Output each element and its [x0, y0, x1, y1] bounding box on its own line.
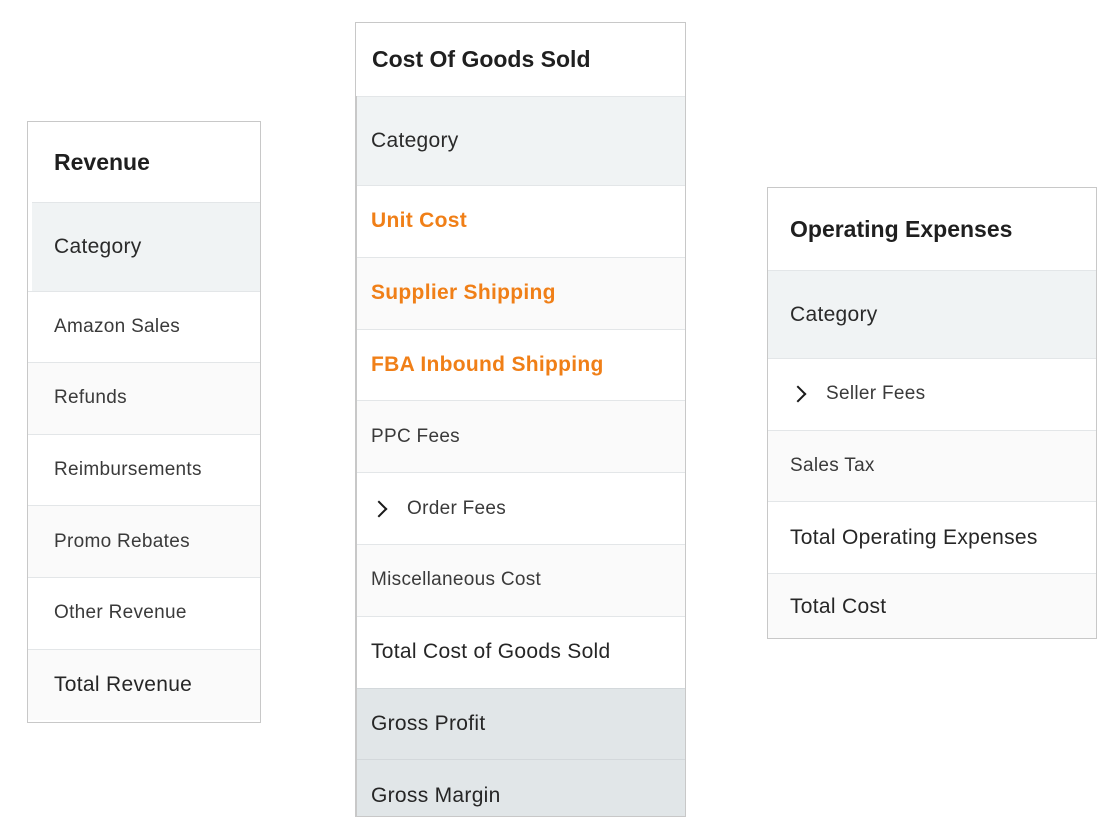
opex-row-sales-tax[interactable]: Sales Tax: [768, 429, 1096, 502]
revenue-row-refunds[interactable]: Refunds: [28, 362, 260, 434]
chevron-right-icon[interactable]: [789, 385, 807, 403]
cogs-row-ppc-fees[interactable]: PPC Fees: [355, 400, 685, 473]
cogs-row-total: Total Cost of Goods Sold: [355, 615, 685, 688]
revenue-row-total: Total Revenue: [28, 648, 260, 721]
cogs-row-unit-cost[interactable]: Unit Cost: [355, 185, 685, 257]
opex-row-total-cost: Total Cost: [768, 573, 1096, 638]
revenue-row-amazon-sales[interactable]: Amazon Sales: [28, 291, 260, 362]
cogs-row-order-fees-label: Order Fees: [407, 497, 507, 519]
cogs-row-supplier-shipping[interactable]: Supplier Shipping: [355, 256, 685, 329]
cogs-row-fba-inbound-shipping[interactable]: FBA Inbound Shipping: [355, 328, 685, 401]
cogs-row-miscellaneous-cost[interactable]: Miscellaneous Cost: [355, 543, 685, 616]
cogs-row-order-fees[interactable]: Order Fees: [355, 472, 685, 544]
cogs-row-gross-margin: Gross Margin: [355, 759, 685, 816]
cogs-category-header: Category: [355, 96, 685, 185]
revenue-panel-title: Revenue: [28, 122, 260, 202]
opex-panel-title: Operating Expenses: [768, 188, 1096, 270]
revenue-category-header: Category: [32, 202, 260, 291]
cogs-panel: Cost Of Goods Sold Category Unit Cost Su…: [355, 22, 686, 817]
cogs-panel-title: Cost Of Goods Sold: [355, 23, 685, 96]
revenue-row-promo-rebates[interactable]: Promo Rebates: [28, 505, 260, 578]
cogs-row-gross-profit: Gross Profit: [355, 687, 685, 760]
opex-category-header: Category: [768, 270, 1096, 358]
opex-row-seller-fees[interactable]: Seller Fees: [768, 358, 1096, 430]
revenue-panel: Revenue Category Amazon Sales Refunds Re…: [27, 121, 261, 723]
revenue-row-other-revenue[interactable]: Other Revenue: [28, 577, 260, 649]
opex-row-seller-fees-label: Seller Fees: [826, 383, 926, 405]
chevron-right-icon[interactable]: [370, 500, 388, 518]
opex-panel: Operating Expenses Category Seller Fees …: [767, 187, 1097, 639]
revenue-row-reimbursements[interactable]: Reimbursements: [28, 433, 260, 506]
opex-row-total: Total Operating Expenses: [768, 501, 1096, 573]
